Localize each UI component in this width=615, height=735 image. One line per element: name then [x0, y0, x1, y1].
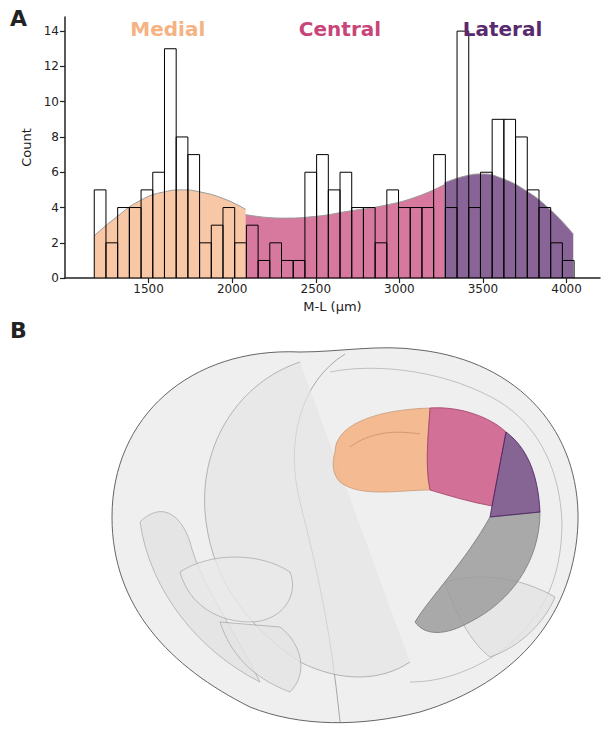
svg-text:4: 4 — [51, 201, 59, 215]
svg-text:3500: 3500 — [468, 282, 499, 296]
svg-text:2: 2 — [51, 236, 59, 250]
html-text:B: B — [10, 318, 27, 343]
svg-text:3000: 3000 — [384, 282, 415, 296]
svg-text:2500: 2500 — [301, 282, 332, 296]
svg-text:M-L (µm): M-L (µm) — [303, 299, 361, 314]
svg-text:8: 8 — [51, 130, 59, 144]
svg-text:12: 12 — [44, 59, 59, 73]
svg-text:0: 0 — [51, 271, 59, 285]
svg-text:Count: Count — [19, 128, 34, 167]
svg-text:2000: 2000 — [217, 282, 248, 296]
svg-text:6: 6 — [51, 165, 59, 179]
svg-text:14: 14 — [44, 24, 59, 38]
svg-text:4000: 4000 — [551, 282, 582, 296]
svg-text:10: 10 — [44, 95, 59, 109]
svg-text:Central: Central — [299, 17, 381, 41]
html-text:A: A — [10, 6, 27, 31]
svg-text:Medial: Medial — [130, 17, 205, 41]
svg-text:Lateral: Lateral — [463, 17, 543, 41]
svg-text:1500: 1500 — [133, 282, 164, 296]
